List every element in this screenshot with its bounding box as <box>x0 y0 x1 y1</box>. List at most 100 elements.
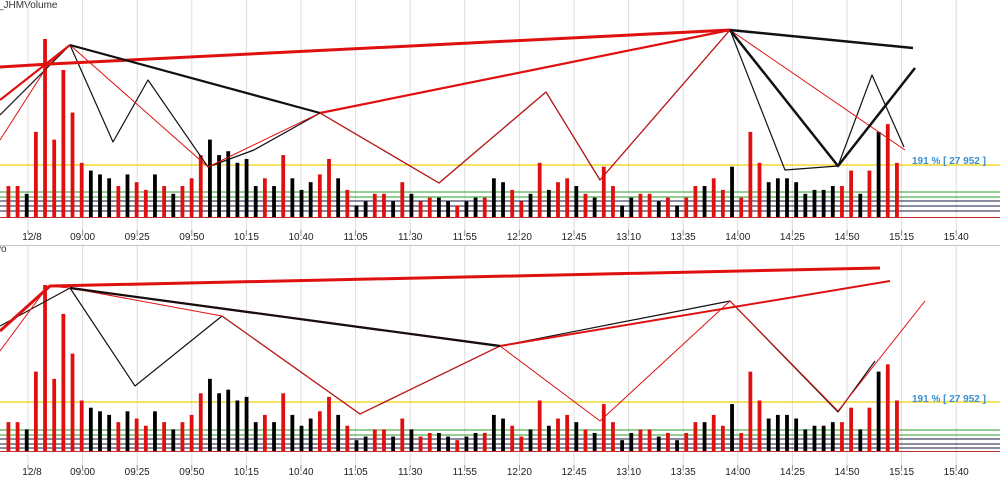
x-tick-label: 15:40 <box>944 232 969 243</box>
volume-bar <box>528 429 533 451</box>
x-tick-label: 12/8 <box>22 232 42 243</box>
volume-bar <box>730 166 734 217</box>
volume-bar <box>162 186 167 217</box>
volume-bar <box>253 422 258 451</box>
volume-bar <box>556 418 560 451</box>
volume-bar <box>565 414 570 451</box>
volume-bar <box>107 414 112 451</box>
volume-bar <box>675 205 679 217</box>
volume-bar <box>6 186 11 217</box>
volume-bar <box>501 182 505 217</box>
volume-bar <box>372 429 377 451</box>
volume-bar <box>299 425 304 451</box>
volume-bar <box>33 371 38 451</box>
volume-bar <box>885 124 890 217</box>
volume-bar <box>775 414 780 451</box>
x-tick-label: 14:00 <box>725 232 750 243</box>
volume-bar <box>189 414 194 451</box>
x-tick-label: 13:35 <box>671 467 696 478</box>
volume-bar <box>208 378 212 451</box>
volume-bar <box>830 186 835 217</box>
volume-bar <box>510 425 515 451</box>
volume-bar <box>153 174 157 217</box>
volume-bar <box>491 178 496 217</box>
volume-bar <box>601 404 606 451</box>
volume-bar <box>98 411 102 451</box>
zigzag-trend-line <box>0 29 906 184</box>
volume-bar <box>6 422 11 451</box>
x-tick-label: 13:10 <box>616 232 641 243</box>
volume-bar <box>711 414 716 451</box>
x-tick-label: 11:55 <box>453 232 478 243</box>
volume-bar <box>382 193 386 217</box>
volume-bar <box>244 396 249 451</box>
volume-bar <box>895 400 899 451</box>
volume-bar <box>684 197 689 217</box>
volume-bar <box>546 189 551 217</box>
volume-bar <box>134 418 139 451</box>
x-tick-label: 11:55 <box>453 467 478 478</box>
volume-bar <box>840 422 844 451</box>
zigzag-trend-line <box>499 280 891 347</box>
x-tick-label: 14:50 <box>834 232 859 243</box>
volume-bar <box>766 182 771 217</box>
volume-bar <box>766 418 771 451</box>
volume-bar <box>409 193 414 217</box>
volume-bar <box>400 182 405 217</box>
volume-bar <box>785 414 789 451</box>
volume-bar <box>638 429 643 451</box>
volume-bar <box>876 371 881 451</box>
volume-bar <box>464 436 469 451</box>
volume-bar <box>739 432 744 451</box>
zigzag-trend-line <box>729 29 916 168</box>
volume-chart-top: _JHMVolume 191 % [ 27 952 ] 12/8 09:00 09:2… <box>0 0 1000 243</box>
volume-bar <box>867 407 872 451</box>
volume-bar <box>785 178 789 217</box>
zigzag-trend-line <box>0 28 731 69</box>
volume-bar <box>125 411 130 451</box>
volume-bar <box>574 422 579 451</box>
volume-bar <box>638 193 643 217</box>
volume-bar <box>134 182 139 217</box>
volume-bar <box>757 162 762 217</box>
volume-bar <box>43 285 47 451</box>
volume-bar <box>858 429 863 451</box>
volume-bar <box>180 186 185 217</box>
x-tick-label: 10:40 <box>288 232 313 243</box>
volume-bar <box>876 131 881 217</box>
volume-bar <box>217 155 221 217</box>
volume-bar <box>70 353 75 451</box>
volume-bar <box>226 389 231 451</box>
volume-bar <box>684 432 689 451</box>
volume-percent-label: 191 % [ 27 952 ] <box>912 156 986 167</box>
volume-bar <box>812 189 817 217</box>
volume-bar <box>43 39 47 217</box>
x-tick-label: 13:35 <box>671 232 696 243</box>
volume-bar <box>647 193 652 217</box>
volume-bar <box>427 197 432 217</box>
volume-bar <box>491 414 496 451</box>
x-tick-label: 14:50 <box>834 467 859 478</box>
volume-bar <box>317 174 322 217</box>
volume-bar <box>693 422 698 451</box>
volume-pane-top: _JHMVolume 191 % [ 27 952 ] 12/8 09:00 09:2… <box>0 0 1000 243</box>
pane-title-bottom: vo <box>0 246 7 255</box>
volume-bar <box>409 429 414 451</box>
volume-bar <box>88 170 93 217</box>
volume-bar <box>281 155 286 217</box>
volume-bar <box>61 313 66 451</box>
volume-bar <box>400 418 405 451</box>
volume-bar <box>437 197 441 217</box>
volume-bar <box>418 201 423 217</box>
volume-bar <box>299 189 304 217</box>
x-tick-label: 09:00 <box>70 467 95 478</box>
zigzag-trend-line <box>0 287 876 415</box>
volume-bar <box>620 440 625 451</box>
volume-bar <box>592 197 597 217</box>
volume-bar <box>803 429 808 451</box>
volume-bar <box>354 205 359 217</box>
volume-bar <box>52 378 57 451</box>
volume-bar <box>345 425 350 451</box>
volume-bar <box>24 193 29 217</box>
volume-bar <box>794 418 799 451</box>
